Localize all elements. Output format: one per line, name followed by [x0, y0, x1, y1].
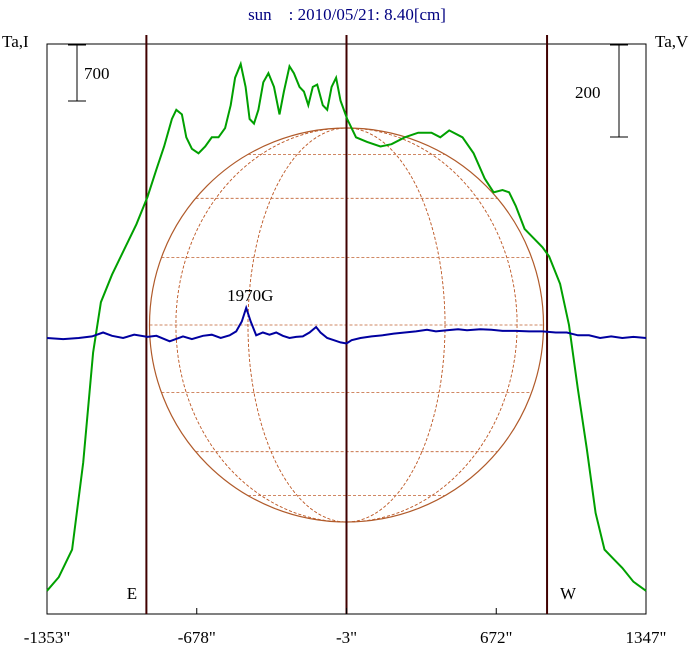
- limb-lines: [145, 35, 549, 614]
- chart-title: sun : 2010/05/21: 8.40[cm]: [248, 5, 446, 24]
- x-tick-label: 672": [480, 628, 512, 647]
- x-tick-label: -3": [336, 628, 357, 647]
- scale-bar-i: 700: [68, 44, 110, 102]
- left-axis-label: Ta,I: [2, 32, 29, 51]
- x-tick-label: -1353": [24, 628, 71, 647]
- active-region-annotation: 1970G: [227, 286, 273, 305]
- x-axis-ticks: -1353" -678" -3" 672" 1347": [24, 608, 667, 647]
- scale-bar-v-label: 200: [575, 83, 601, 102]
- x-tick-label: 1347": [626, 628, 667, 647]
- east-limb-label: E: [127, 584, 137, 603]
- series-i-line: [46, 60, 647, 592]
- scale-bar-i-label: 700: [84, 64, 110, 83]
- series-v-line: [46, 304, 647, 345]
- right-axis-label: Ta,V: [655, 32, 689, 51]
- scale-bar-v: 200: [575, 44, 628, 138]
- x-tick-label: -678": [178, 628, 216, 647]
- west-limb-label: W: [560, 584, 577, 603]
